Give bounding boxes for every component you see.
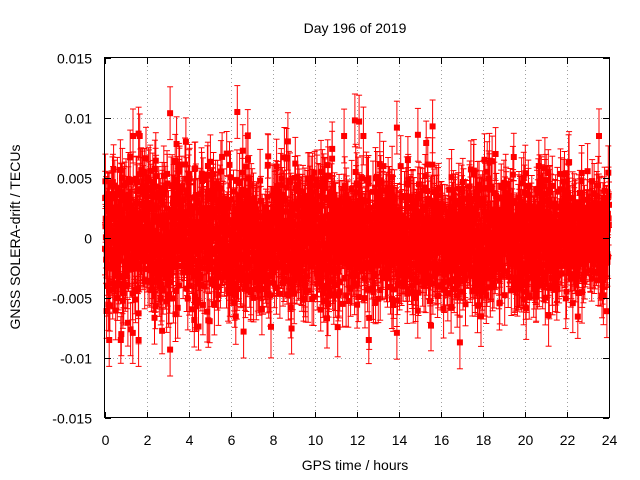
chart-title: Day 196 of 2019 xyxy=(304,20,407,36)
data-series xyxy=(102,85,612,377)
